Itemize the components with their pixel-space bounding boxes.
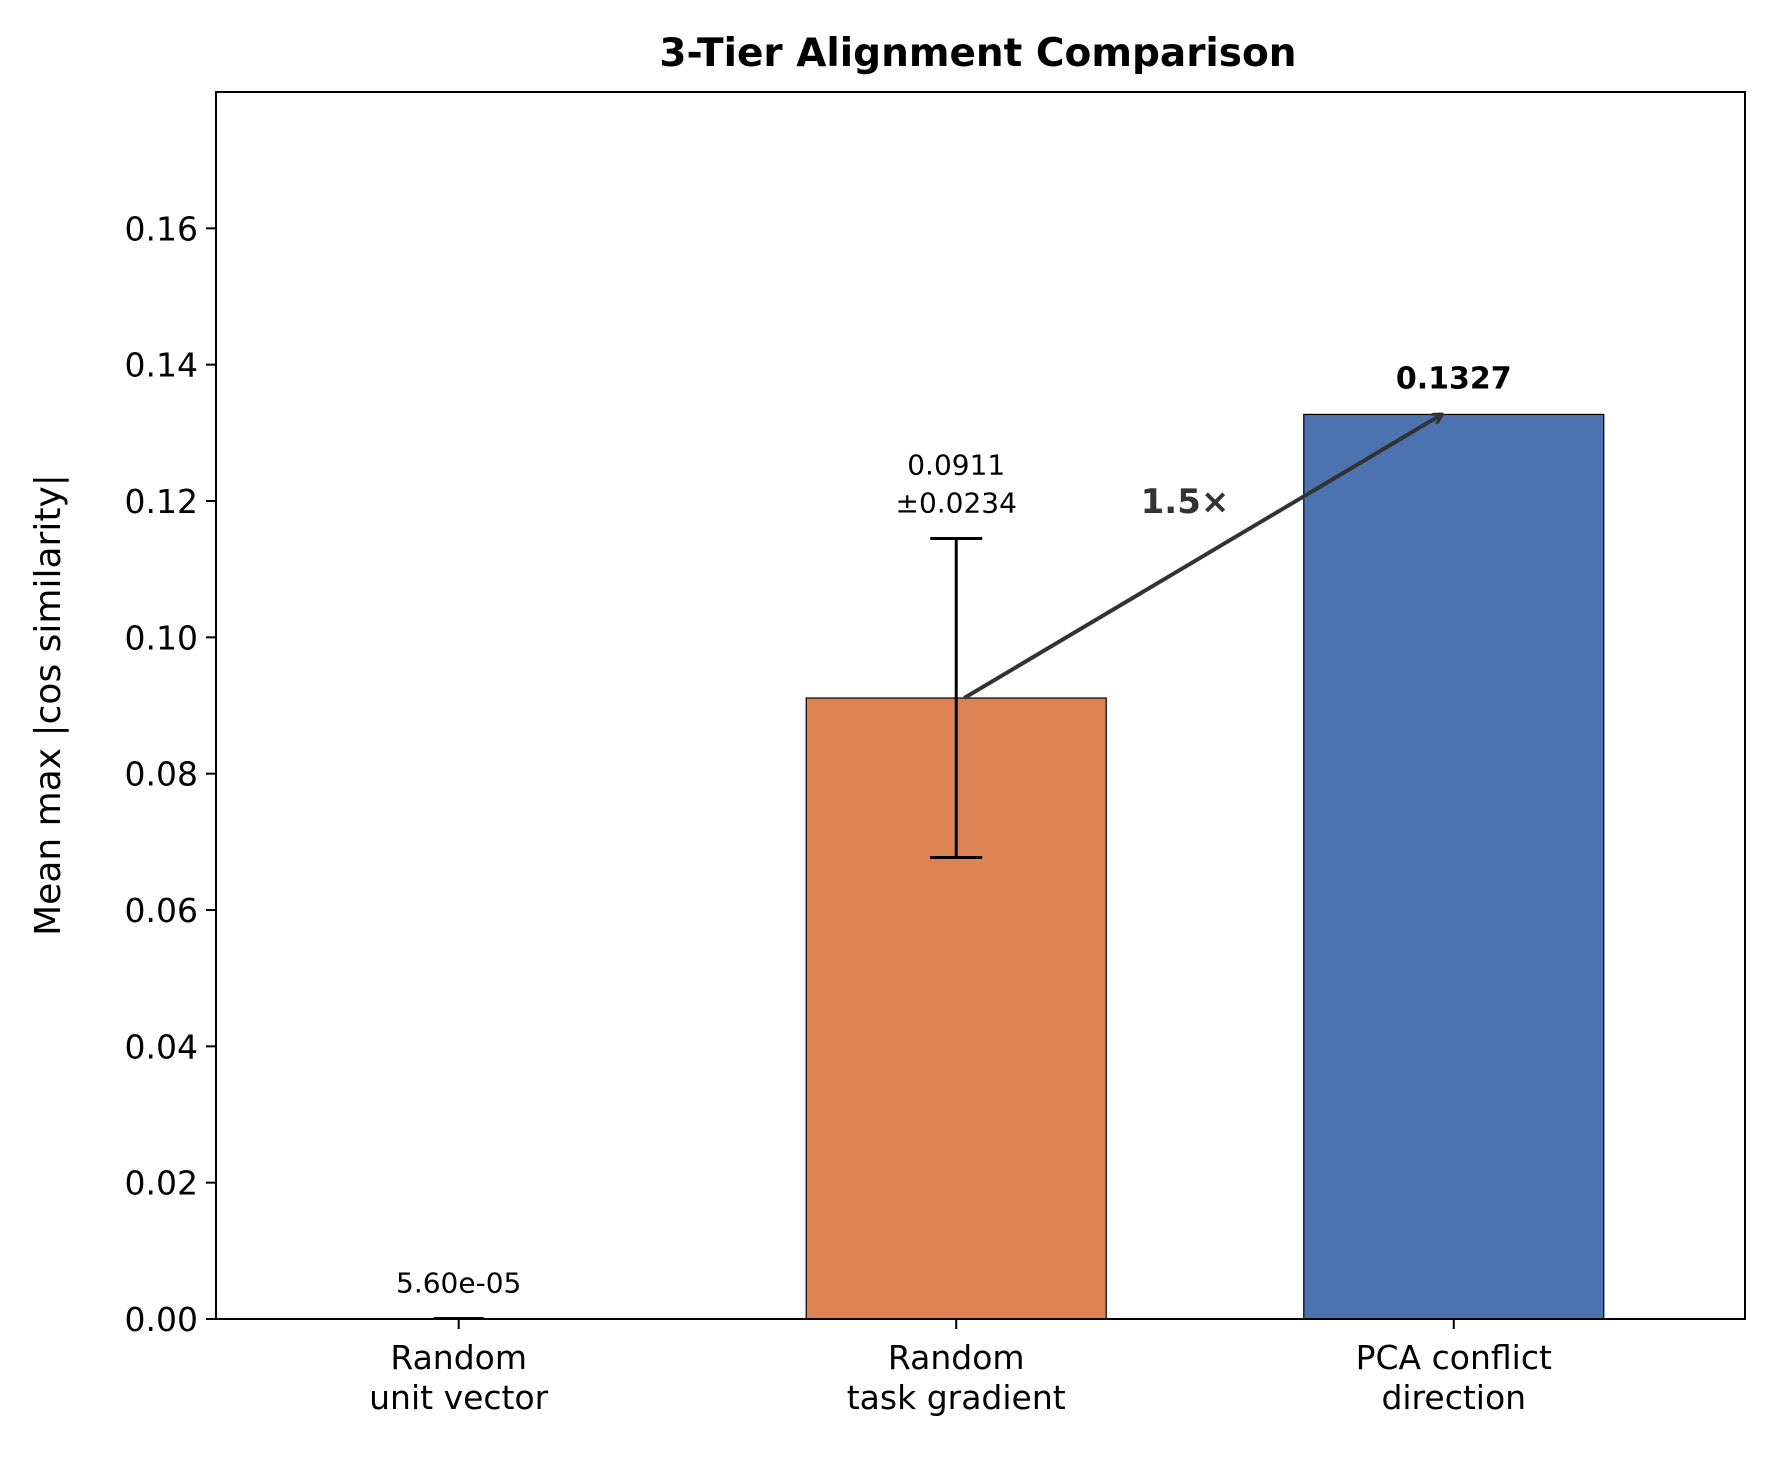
chart-title: 3-Tier Alignment Comparison — [659, 31, 1296, 76]
y-tick-label: 0.10 — [125, 618, 198, 657]
y-tick-label: 0.16 — [125, 209, 198, 248]
y-tick-label: 0.00 — [125, 1300, 198, 1339]
x-tick-label: PCA conflict direction — [1356, 1338, 1552, 1417]
y-tick-label: 0.02 — [125, 1164, 198, 1203]
y-tick-label: 0.14 — [125, 346, 198, 385]
y-tick-label: 0.08 — [125, 755, 198, 794]
plot-frame — [215, 91, 1746, 1320]
value-label: 0.1327 — [1396, 361, 1512, 396]
value-label: 5.60e-05 — [396, 1267, 521, 1300]
annotations: 1.5× — [963, 414, 1442, 700]
y-tick-label: 0.12 — [125, 482, 198, 521]
y-tick-label: 0.06 — [125, 891, 198, 930]
y-axis: 0.00 0.02 0.04 0.06 0.08 0.10 0.12 0.14 0.16 — [125, 209, 216, 1339]
x-axis: Random unit vector Random task gradient PCA … — [369, 1319, 1552, 1417]
ratio-arrow — [963, 414, 1442, 700]
x-tick-label: Random unit vector — [369, 1338, 549, 1417]
x-tick-label: Random task gradient — [847, 1338, 1066, 1417]
y-tick-label: 0.04 — [125, 1027, 198, 1066]
bars: 5.60e-05 0.0911 ±0.0234 0.1327 — [308, 361, 1605, 1320]
value-label: 0.0911 ±0.0234 — [896, 448, 1017, 519]
bar — [1303, 413, 1605, 1320]
ratio-label: 1.5× — [1141, 482, 1230, 522]
y-axis-label: Mean max |cos similarity| — [28, 474, 69, 936]
